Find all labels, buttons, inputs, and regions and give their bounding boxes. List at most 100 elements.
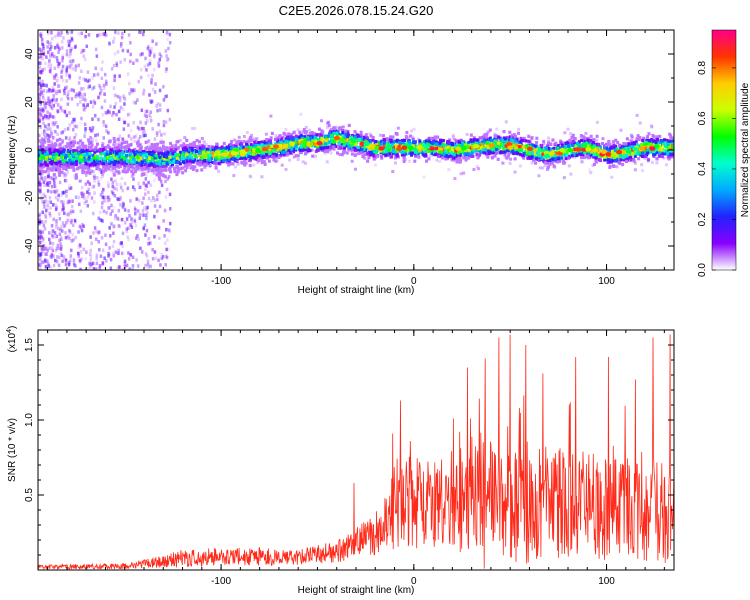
noise-point: [57, 109, 60, 114]
noise-point: [166, 37, 169, 42]
ridge-point: [259, 153, 263, 157]
noise-point: [614, 164, 618, 168]
ridge-point: [186, 161, 190, 165]
noise-point: [236, 162, 240, 166]
noise-point: [101, 248, 105, 252]
noise-point: [120, 35, 124, 40]
noise-point: [50, 255, 53, 259]
noise-point: [45, 168, 49, 173]
noise-point: [58, 180, 62, 185]
noise-point: [93, 101, 97, 105]
ridge-point: [534, 157, 538, 161]
noise-point: [47, 174, 50, 179]
noise-point: [87, 141, 91, 146]
noise-point: [57, 193, 60, 198]
noise-point: [68, 200, 71, 204]
noise-point: [66, 169, 70, 174]
noise-point: [60, 224, 63, 229]
noise-point: [546, 167, 550, 171]
ridge-point: [50, 146, 54, 150]
ridge-point: [279, 137, 283, 141]
ridge-point: [214, 166, 218, 170]
noise-point: [123, 259, 127, 264]
noise-point: [68, 73, 71, 78]
noise-point: [38, 94, 41, 98]
noise-point: [416, 137, 420, 141]
noise-point: [38, 88, 42, 92]
noise-point: [53, 129, 57, 134]
noise-point: [127, 237, 130, 242]
ridge-point: [240, 160, 244, 165]
ridge-point: [431, 151, 435, 155]
ridge-point: [450, 157, 454, 161]
ridge-point: [493, 154, 497, 158]
noise-point: [50, 134, 54, 138]
noise-point: [86, 195, 90, 199]
noise-point: [77, 93, 80, 98]
noise-point: [42, 146, 46, 150]
noise-point: [43, 176, 47, 180]
noise-point: [46, 259, 49, 263]
ridge-point: [338, 145, 342, 149]
ridge-point: [616, 140, 620, 144]
ridge-point: [481, 135, 485, 140]
noise-point: [88, 84, 92, 89]
noise-point: [154, 82, 157, 86]
noise-point: [101, 201, 104, 205]
ridge-point: [68, 150, 72, 154]
noise-point: [52, 184, 56, 189]
ridge-point: [164, 148, 168, 152]
ridge-point: [554, 141, 558, 146]
noise-point: [108, 110, 111, 115]
noise-point: [68, 236, 71, 241]
noise-point: [39, 220, 43, 224]
noise-point: [105, 129, 108, 133]
noise-point: [49, 48, 52, 53]
noise-point: [84, 78, 87, 82]
noise-point: [121, 205, 125, 209]
ridge-point: [183, 150, 187, 154]
noise-point: [149, 241, 152, 245]
ridge-point: [671, 154, 674, 159]
noise-point: [54, 79, 58, 83]
ridge-point: [64, 159, 68, 163]
ridge-point: [71, 165, 75, 169]
ridge-point: [540, 149, 544, 153]
noise-point: [121, 31, 124, 36]
noise-point: [38, 241, 42, 245]
noise-point: [110, 168, 113, 172]
noise-point: [60, 193, 63, 197]
noise-point: [158, 52, 162, 56]
noise-point: [65, 220, 68, 225]
noise-point: [152, 67, 156, 72]
ridge-point: [431, 136, 435, 140]
noise-point: [41, 107, 44, 111]
noise-point: [72, 119, 76, 124]
noise-point: [252, 163, 256, 167]
noise-point: [165, 30, 169, 35]
noise-point: [47, 115, 51, 119]
noise-point: [299, 112, 303, 116]
ridge-point: [400, 153, 404, 157]
ridge-point: [69, 146, 73, 151]
ridge-point: [187, 150, 191, 154]
noise-point: [139, 120, 142, 125]
noise-point: [74, 124, 78, 129]
ridge-point: [246, 139, 250, 144]
noise-point: [155, 169, 159, 173]
noise-point: [139, 185, 142, 189]
noise-point: [39, 32, 43, 36]
noise-point: [84, 105, 87, 109]
noise-point: [44, 61, 47, 66]
noise-point: [139, 142, 143, 146]
noise-point: [47, 264, 51, 268]
noise-point: [101, 190, 104, 195]
noise-point: [38, 189, 42, 194]
noise-point: [145, 254, 149, 259]
noise-point: [168, 229, 171, 234]
noise-point: [104, 124, 108, 128]
ridge-point: [542, 139, 546, 144]
ridge-point: [293, 146, 297, 150]
noise-point: [70, 47, 73, 51]
noise-point: [91, 76, 94, 80]
